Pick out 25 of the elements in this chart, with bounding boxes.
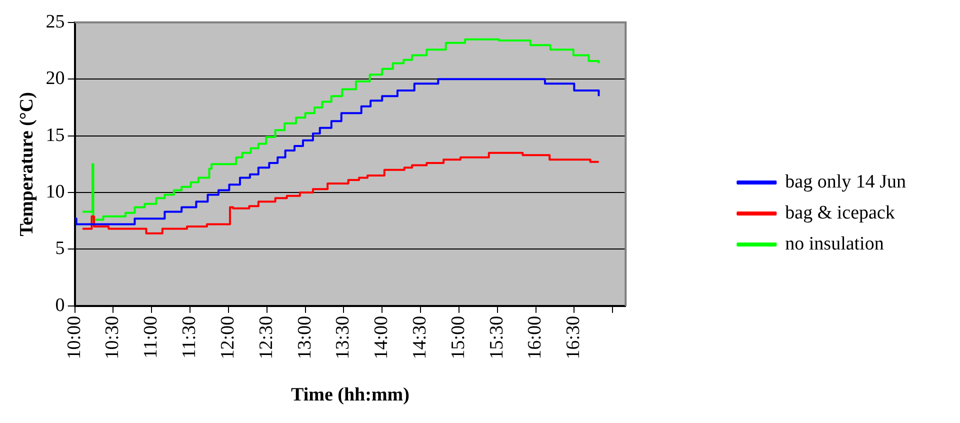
x-tick-label: 13:00 — [294, 316, 316, 360]
x-tick-label: 12:30 — [256, 316, 277, 360]
legend-label: bag only 14 Jun — [785, 171, 906, 192]
x-tick-label: 15:00 — [448, 316, 469, 360]
x-tick-label: 14:30 — [410, 316, 430, 360]
x-tick-label: 10:30 — [102, 316, 124, 360]
y-tick-label: 10 — [46, 181, 65, 202]
x-tick-label: 11:00 — [140, 316, 162, 358]
y-tick-label: 15 — [46, 124, 65, 146]
x-tick-label: 12:00 — [217, 316, 238, 360]
x-tick-label: 16:00 — [524, 316, 546, 360]
y-tick-label: 0 — [55, 294, 65, 316]
legend-label: bag & icepack — [785, 202, 896, 224]
y-tick-label: 25 — [46, 11, 65, 32]
y-tick-label: 5 — [55, 238, 65, 260]
x-tick-label: 14:00 — [371, 316, 392, 360]
x-tick-label: 13:30 — [332, 316, 354, 360]
x-tick-label: 10:00 — [64, 316, 85, 360]
y-tick-label: 20 — [46, 68, 65, 90]
x-tick-label: 15:30 — [486, 316, 508, 360]
x-tick-label: 16:30 — [563, 316, 584, 360]
y-axis-title: Temperature (°C) — [16, 92, 38, 236]
legend-label: no insulation — [785, 233, 884, 254]
x-tick-label: 11:30 — [179, 316, 200, 358]
x-axis-title: Time (hh:mm) — [291, 384, 410, 406]
